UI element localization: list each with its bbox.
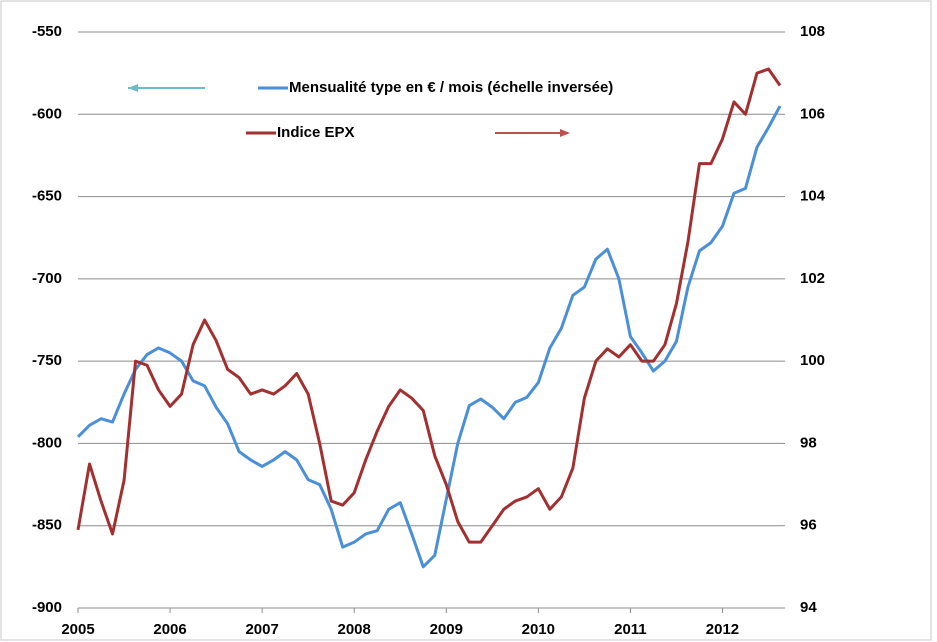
y2-tick-label: 96 [800,517,817,534]
y-tick-label: -550 [32,23,62,40]
y2-tick-label: 108 [800,23,825,40]
x-tick-label: 2011 [614,621,647,638]
series-line [76,67,782,544]
x-tick-label: 2006 [153,621,186,638]
y-tick-label: -800 [32,434,62,451]
x-tick-label: 2008 [338,621,371,638]
y-tick-label: -750 [32,352,62,369]
series-line [76,105,782,569]
x-tick-label: 2007 [245,621,278,638]
legend-label: Mensualité type en € / mois (échelle inv… [289,79,613,96]
x-tick-label: 2005 [61,621,94,638]
x-tick-label: 2010 [522,621,555,638]
legend-label: Indice EPX [277,124,355,141]
y-tick-label: -600 [32,105,62,122]
x-tick-label: 2012 [706,621,739,638]
y-tick-label: -650 [32,188,62,205]
y-tick-label: -850 [32,517,62,534]
y-tick-label: -900 [32,599,62,616]
left-arrow-head [128,84,138,92]
y-tick-label: -700 [32,270,62,287]
y2-tick-label: 98 [800,434,817,451]
right-arrow-head [560,129,570,137]
x-tick-label: 2009 [430,621,463,638]
y2-tick-label: 100 [800,352,825,369]
y2-tick-label: 102 [800,270,825,287]
y2-tick-label: 94 [800,599,817,616]
y2-tick-label: 104 [800,188,826,205]
y2-tick-label: 106 [800,105,825,122]
